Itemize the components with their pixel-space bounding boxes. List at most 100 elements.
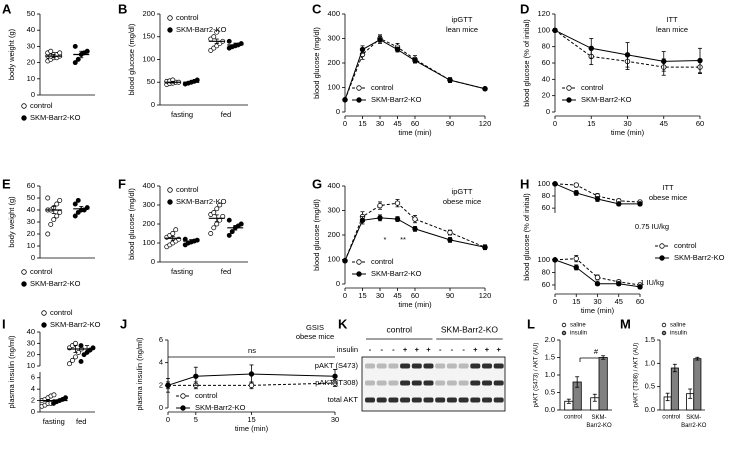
marker (552, 27, 558, 34)
x-tick-label: 60 (636, 297, 644, 306)
marker (552, 181, 558, 187)
band (388, 380, 399, 386)
marker (616, 201, 622, 207)
y-tick-label: 40 (542, 74, 550, 83)
y-tick-label: 300 (142, 200, 155, 209)
y-tick-label: 4 (159, 358, 163, 367)
panel-letter: J (120, 316, 127, 331)
data-point (67, 361, 72, 367)
panel-letter: C (312, 1, 322, 16)
data-point (173, 227, 179, 233)
y-tick-label: 400 (142, 181, 155, 190)
panel-letter: L (527, 316, 535, 331)
legend-marker (167, 187, 173, 193)
x-tick-label: 15 (358, 291, 366, 300)
data-point (57, 197, 63, 203)
legend-label: SKM-Barr2-KO (30, 279, 81, 288)
panel-letter: I (2, 316, 6, 331)
y-axis-label: blood glucose (mg/dl) (127, 23, 136, 95)
x-tick-label: fasting (171, 110, 193, 119)
band (493, 380, 504, 386)
y-tick-label: 2 (31, 396, 35, 405)
marker (377, 215, 383, 221)
treatment-sign: + (415, 345, 420, 354)
marker (637, 201, 643, 207)
marker (165, 382, 171, 389)
panel-letter: M (620, 316, 631, 331)
panel-letter: F (118, 176, 126, 191)
x-tick-label: 45 (393, 291, 401, 300)
x-tick-label: 15 (247, 415, 255, 424)
legend-marker (41, 310, 47, 316)
data-point (63, 395, 68, 401)
band (365, 363, 375, 369)
y-tick-label: 100 (327, 254, 340, 263)
x-tick-label: SKM-Barr2-KO (586, 415, 612, 429)
band (458, 397, 469, 403)
y-tick-label: 40 (27, 25, 35, 34)
treatment-sign: + (426, 345, 431, 354)
y-tick-label: 100 (537, 25, 550, 34)
annotation: ** (400, 235, 406, 244)
marker (359, 46, 366, 53)
data-point (170, 231, 176, 236)
marker (573, 255, 579, 262)
band (482, 380, 492, 386)
annotation: obese mice (649, 193, 687, 202)
y-tick-label: 0 (151, 100, 155, 109)
legend-marker (41, 322, 47, 328)
data-point (51, 392, 57, 398)
legend-marker (21, 115, 27, 121)
y-tick-label: 400 (327, 181, 340, 190)
y-tick-label: 10 (27, 74, 35, 83)
annotation: lean mice (656, 25, 688, 34)
treatment-sign: + (403, 345, 408, 354)
legend-marker (167, 15, 173, 21)
marker (412, 226, 418, 232)
y-tick-label: 6 (159, 335, 163, 344)
data-point (217, 202, 223, 208)
marker (624, 52, 631, 58)
y-axis-label: blood glucose (mg/dl) (312, 199, 321, 271)
x-tick-label: 30 (331, 415, 339, 424)
band (470, 397, 481, 403)
y-tick-label: 0.5 (545, 387, 555, 396)
annotation: ITT (662, 183, 674, 192)
legend-marker (180, 393, 186, 399)
band (376, 397, 387, 403)
band (400, 363, 411, 369)
x-tick-label: 60 (696, 119, 704, 128)
treatment-sign: + (485, 345, 490, 354)
y-tick-label: 4 (31, 384, 35, 393)
y-tick-label: 0 (151, 257, 155, 266)
marker (394, 216, 401, 222)
marker (573, 190, 579, 196)
y-tick-label: 0 (31, 90, 35, 99)
legend-label: SKM-Barr2-KO (581, 95, 632, 104)
band (446, 363, 457, 369)
legend-marker (659, 255, 665, 261)
data-point (45, 195, 51, 201)
y-axis-label: blood glucose (mg/dl) (127, 188, 136, 260)
legend-marker (180, 405, 186, 411)
band (446, 397, 457, 403)
group-label: control (386, 324, 412, 334)
band (411, 397, 422, 403)
treatment-sign: - (392, 345, 395, 354)
annotation: 0.75 IU/kg (635, 222, 669, 231)
marker (482, 244, 488, 250)
legend-label: SKM-Barr2-KO (176, 25, 227, 34)
line (344, 39, 486, 100)
y-tick-label: 300 (327, 33, 340, 42)
line (167, 373, 336, 386)
marker (552, 257, 558, 263)
y-tick-label: 20 (27, 229, 35, 238)
marker (573, 264, 579, 271)
data-point (57, 50, 63, 56)
legend-label: control (371, 257, 394, 266)
data-point (214, 221, 220, 227)
legend-marker (21, 103, 27, 109)
y-tick-label: 0 (31, 407, 35, 416)
marker (359, 217, 366, 223)
y-tick-label: 10 (27, 361, 35, 370)
